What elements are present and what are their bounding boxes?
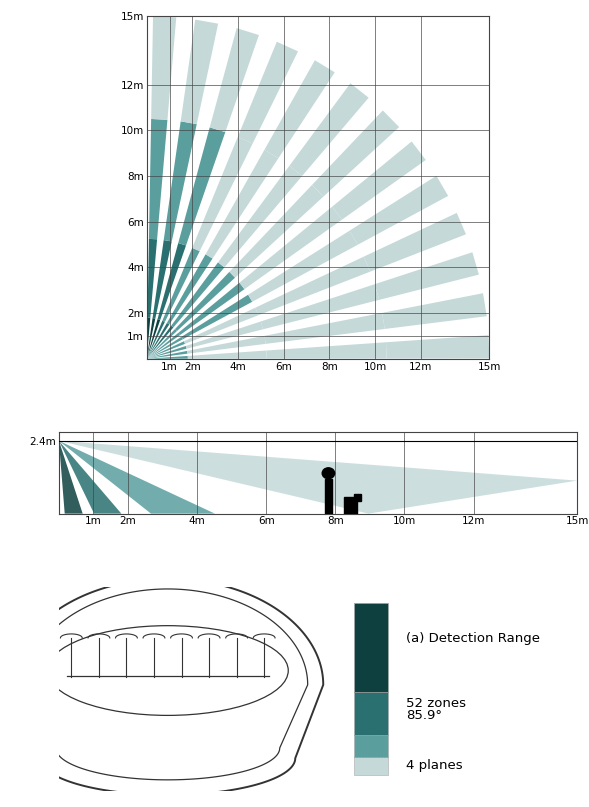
Polygon shape xyxy=(178,282,244,335)
Polygon shape xyxy=(184,307,259,344)
Polygon shape xyxy=(157,243,186,320)
Polygon shape xyxy=(264,61,335,158)
Polygon shape xyxy=(266,342,386,358)
Polygon shape xyxy=(147,337,183,359)
Bar xyxy=(355,692,388,735)
Polygon shape xyxy=(264,313,385,344)
Polygon shape xyxy=(147,239,157,318)
Polygon shape xyxy=(382,293,487,329)
Bar xyxy=(344,497,357,513)
Polygon shape xyxy=(240,207,342,289)
Polygon shape xyxy=(147,356,188,359)
Polygon shape xyxy=(147,341,185,359)
Polygon shape xyxy=(188,350,267,359)
Polygon shape xyxy=(349,176,448,245)
Circle shape xyxy=(322,468,335,479)
Text: 4 planes: 4 planes xyxy=(406,759,463,772)
Polygon shape xyxy=(289,83,369,176)
Polygon shape xyxy=(364,213,466,272)
Polygon shape xyxy=(164,121,197,241)
Polygon shape xyxy=(147,318,150,359)
Bar xyxy=(355,758,388,775)
Bar xyxy=(325,479,332,513)
Polygon shape xyxy=(59,441,121,513)
Polygon shape xyxy=(171,262,224,328)
Polygon shape xyxy=(255,257,370,316)
Polygon shape xyxy=(151,16,176,119)
Polygon shape xyxy=(147,326,173,359)
Text: 52 zones: 52 zones xyxy=(406,697,466,710)
Polygon shape xyxy=(181,295,252,339)
Polygon shape xyxy=(206,150,279,258)
Text: (a) Detection Range: (a) Detection Range xyxy=(406,633,540,646)
Polygon shape xyxy=(186,321,263,349)
Polygon shape xyxy=(375,253,479,300)
Polygon shape xyxy=(147,318,155,359)
Bar xyxy=(355,603,388,692)
Polygon shape xyxy=(147,351,187,359)
Polygon shape xyxy=(12,579,323,795)
Polygon shape xyxy=(147,323,169,359)
Polygon shape xyxy=(167,254,213,324)
Polygon shape xyxy=(187,336,266,353)
Polygon shape xyxy=(147,329,177,359)
Polygon shape xyxy=(147,332,180,359)
Polygon shape xyxy=(218,166,302,267)
Polygon shape xyxy=(248,231,358,302)
Bar xyxy=(353,494,361,501)
Bar xyxy=(355,735,388,758)
Polygon shape xyxy=(386,335,489,358)
Polygon shape xyxy=(210,28,259,132)
Polygon shape xyxy=(238,42,298,144)
Polygon shape xyxy=(261,284,379,329)
Polygon shape xyxy=(59,441,577,513)
Polygon shape xyxy=(312,111,399,197)
Polygon shape xyxy=(181,19,218,124)
Polygon shape xyxy=(59,441,82,513)
Polygon shape xyxy=(175,272,235,331)
Polygon shape xyxy=(229,185,323,278)
Polygon shape xyxy=(149,119,167,240)
Polygon shape xyxy=(147,346,187,359)
Polygon shape xyxy=(192,137,253,251)
Polygon shape xyxy=(147,320,165,359)
Polygon shape xyxy=(178,128,225,245)
Polygon shape xyxy=(163,248,200,322)
Polygon shape xyxy=(59,441,215,513)
Polygon shape xyxy=(332,141,426,220)
Text: 85.9°: 85.9° xyxy=(406,709,442,722)
Polygon shape xyxy=(153,240,172,319)
Polygon shape xyxy=(147,319,160,359)
